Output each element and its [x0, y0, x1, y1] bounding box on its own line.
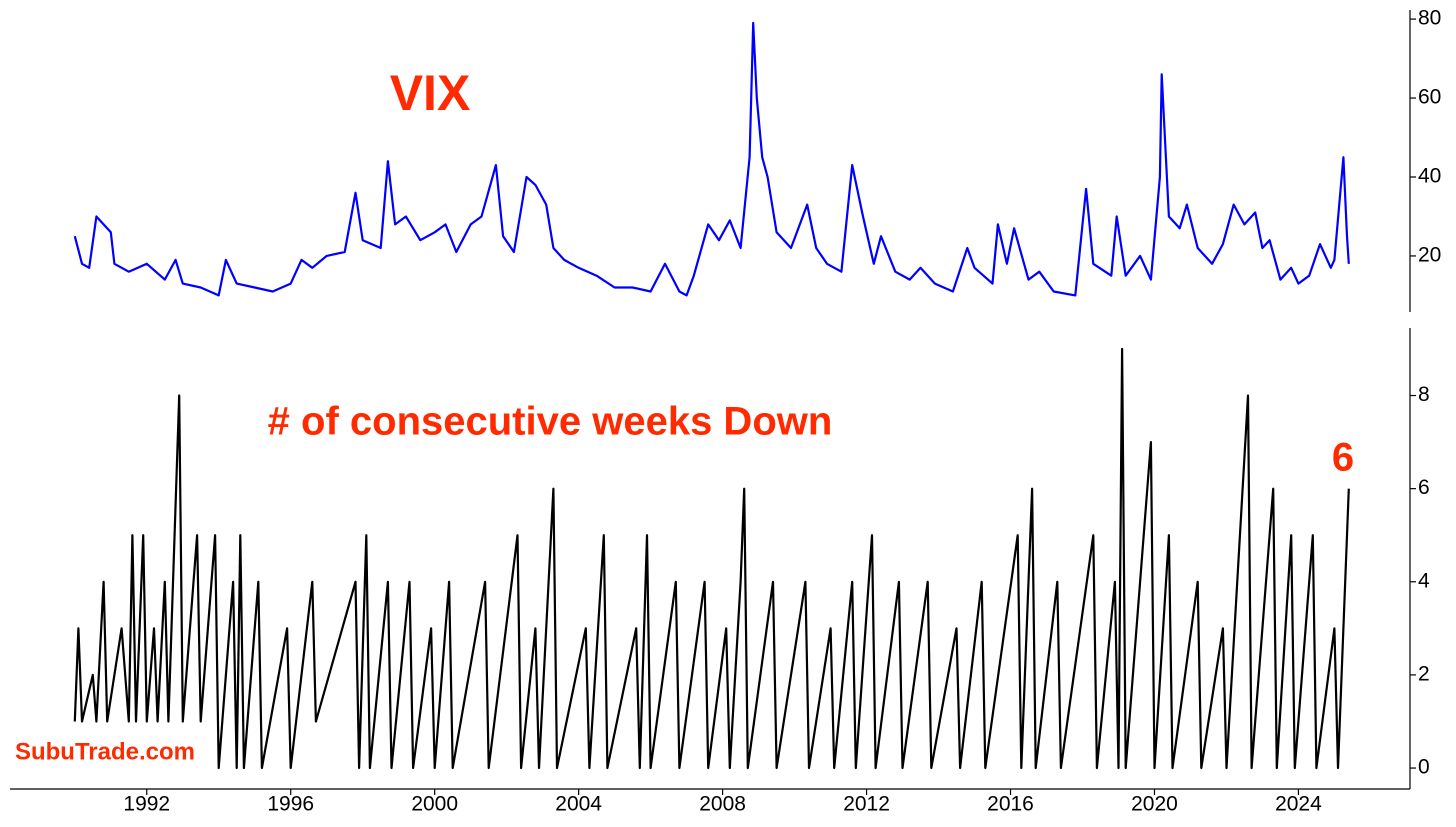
y-tick-label: 4	[1418, 569, 1430, 592]
y-tick-label: 8	[1418, 383, 1430, 406]
y-tick-label: 2	[1418, 662, 1430, 685]
x-tick-label: 2016	[987, 793, 1034, 816]
y-tick-label: 6	[1418, 476, 1430, 499]
watermark: SubuTrade.com	[15, 738, 195, 765]
x-tick-label: 2004	[555, 793, 602, 816]
panel-label: # of consecutive weeks Down	[268, 400, 833, 444]
y-tick-label: 20	[1418, 243, 1441, 266]
data-line	[73, 21, 1350, 297]
x-tick-label: 1996	[267, 793, 314, 816]
x-tick-label: 1992	[123, 793, 170, 816]
vix-label: VIX	[390, 65, 471, 121]
x-tick-label: 2008	[699, 793, 746, 816]
data-line	[73, 347, 1350, 770]
y-tick-label: 40	[1418, 165, 1441, 188]
x-tick-label: 2024	[1275, 793, 1322, 816]
x-tick-label: 2020	[1131, 793, 1178, 816]
y-tick-label: 60	[1418, 86, 1441, 109]
x-tick-label: 2000	[411, 793, 458, 816]
y-tick-label: 80	[1418, 7, 1441, 30]
last-value-label: 6	[1332, 436, 1354, 480]
x-tick-label: 2012	[843, 793, 890, 816]
y-tick-label: 0	[1418, 756, 1430, 779]
